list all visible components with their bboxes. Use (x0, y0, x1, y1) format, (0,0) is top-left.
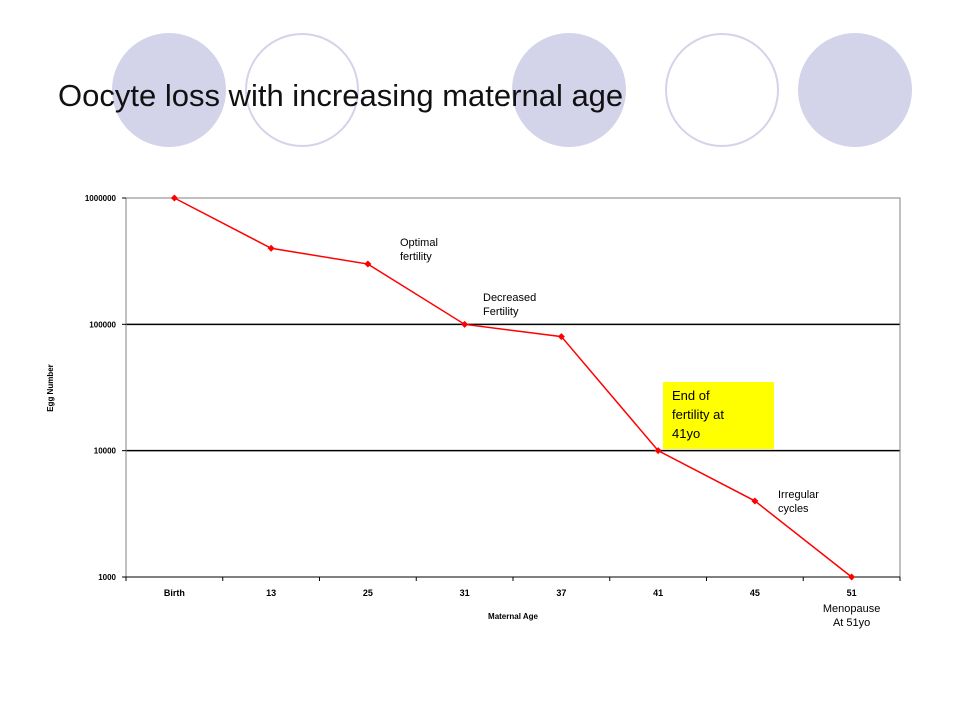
data-point (557, 333, 565, 341)
decor-circle-3 (512, 33, 626, 147)
annotation-text: fertility at (672, 407, 724, 422)
annotation: Optimal fertility (400, 237, 438, 263)
decor-circle-4 (665, 33, 779, 147)
decor-circle-1 (112, 33, 226, 147)
x-tick-label: 13 (266, 588, 276, 598)
x-sub-label-line: Menopause (823, 603, 881, 615)
annotation-text: Irregular (778, 489, 819, 501)
y-tick-label: 100000 (89, 320, 116, 329)
annotation: Decreased Fertility (483, 292, 536, 318)
x-tick-label: 45 (750, 588, 760, 598)
x-tick-label: 31 (460, 588, 470, 598)
data-point (267, 244, 275, 252)
annotation-text: Fertility (483, 306, 519, 318)
annotation: End of fertility at 41yo (663, 382, 774, 449)
plot-area (125, 197, 901, 578)
x-tick-label: 37 (556, 588, 566, 598)
data-point (654, 447, 662, 455)
y-axis-title: Egg Number (46, 364, 55, 412)
data-point (364, 260, 372, 268)
gridlines (126, 323, 900, 452)
slide-title: Oocyte loss with increasing maternal age (58, 78, 624, 113)
x-tick-label: 41 (653, 588, 663, 598)
annotation-text: fertility (400, 251, 432, 263)
x-tick-label: 25 (363, 588, 373, 598)
data-point (461, 320, 469, 328)
annotations: Optimal fertility Decreased Fertility End of… (400, 237, 819, 515)
annotation-text: Optimal (400, 237, 438, 249)
annotation-text: End of (672, 388, 710, 403)
series-egg-number (170, 194, 856, 581)
annotation-highlight (663, 382, 774, 449)
annotation-text: cycles (778, 503, 809, 515)
x-tick-label: 51 (847, 588, 857, 598)
annotation: Irregular cycles (778, 489, 819, 515)
x-tick-label: Birth (164, 588, 185, 598)
y-tick-label: 1000 (98, 573, 116, 582)
y-tick-label: 10000 (94, 447, 117, 456)
annotation-text: 41yo (672, 426, 700, 441)
axes: 1000000 100000 10000 1000 Birth 13 25 31 37 41 45 5… (85, 194, 901, 629)
x-axis-title: Maternal Age (488, 612, 538, 621)
y-tick-label: 1000000 (85, 194, 117, 203)
decor-circle-5 (798, 33, 912, 147)
x-sub-label-line: At 51yo (833, 617, 870, 629)
data-point (848, 573, 856, 581)
series-line (174, 197, 853, 578)
data-point (170, 194, 178, 202)
data-point (751, 497, 759, 505)
decor-circle-2 (245, 33, 359, 147)
annotation-text: Decreased (483, 292, 536, 304)
